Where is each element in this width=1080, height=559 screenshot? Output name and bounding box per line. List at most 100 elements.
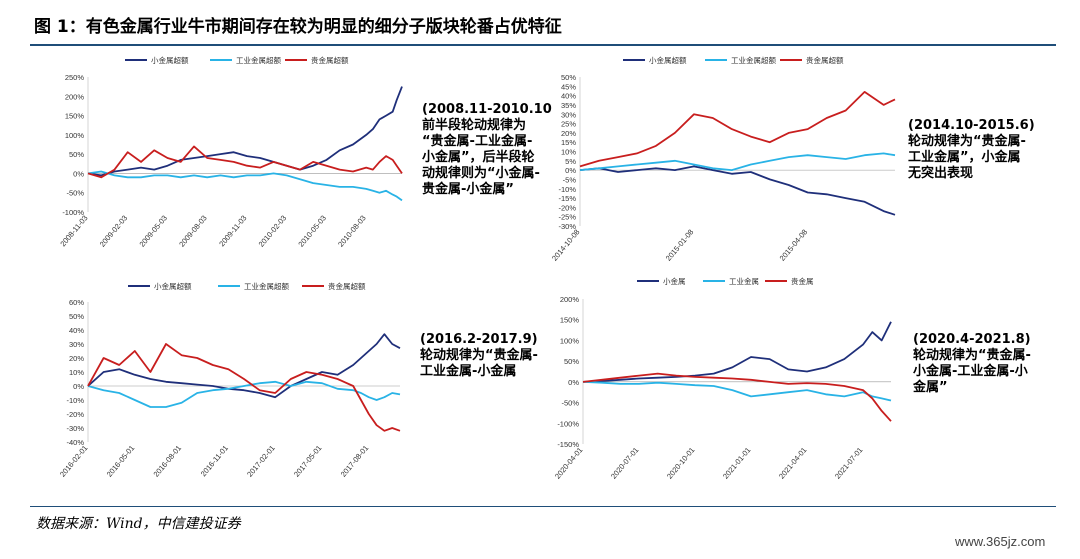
x-tick-label: 2010-05-03 bbox=[296, 214, 328, 249]
y-tick-label: 50% bbox=[69, 312, 84, 321]
y-tick-label: 200% bbox=[560, 295, 580, 304]
legend-label-1: 工业金属 bbox=[729, 276, 759, 286]
series-line-1 bbox=[87, 170, 403, 202]
legend-label-1: 工业金属超额 bbox=[731, 55, 776, 65]
y-tick-label: 40% bbox=[69, 326, 84, 335]
y-tick-label: -25% bbox=[558, 213, 576, 222]
chart-2016-2017: 小金属超额 工业金属超额 贵金属超额 -40% -30% -20% -10% 0% 10% 20%… bbox=[58, 281, 401, 479]
legend-label-1: 工业金属超额 bbox=[244, 281, 289, 291]
y-tick-label: -100% bbox=[62, 208, 84, 217]
y-tick-label: 100% bbox=[560, 336, 580, 345]
x-tick-label: 2009-02-03 bbox=[98, 214, 130, 249]
legend-label-0: 小金属 bbox=[663, 276, 686, 286]
legend-label-2: 贵金属 bbox=[791, 276, 814, 286]
x-tick-label: 2015-01-08 bbox=[664, 228, 696, 263]
x-tick-label: 2017-02-01 bbox=[245, 444, 277, 479]
y-tick-label: 20% bbox=[69, 354, 84, 363]
x-tick-label: 2015-04-08 bbox=[778, 228, 810, 263]
bottom-rule bbox=[30, 506, 1056, 507]
x-tick-label: 2020-04-01 bbox=[553, 446, 585, 481]
y-tick-label: 0% bbox=[73, 382, 84, 391]
y-tick-label: 50% bbox=[564, 357, 579, 366]
chart-2014-2015: 小金属超额 工业金属超额 贵金属超额 -30%-25%-20%-15%-10%-5%0… bbox=[550, 55, 896, 263]
x-tick-label: 2020-10-01 bbox=[665, 446, 697, 481]
annotation-2020-2021: (2020.4-2021.8) 轮动规律为“贵金属- 小金属-工业金属-小 金属… bbox=[913, 332, 1031, 395]
series-line-0 bbox=[582, 321, 892, 383]
x-tick-label: 2016-11-01 bbox=[199, 444, 230, 479]
y-tick-label: 150% bbox=[65, 112, 85, 121]
y-tick-label: 0% bbox=[568, 378, 579, 387]
data-source: 数据来源：Wind，中信建投证券 bbox=[36, 516, 241, 532]
x-tick-label: 2017-05-01 bbox=[292, 444, 324, 479]
x-tick-label: 2009-05-03 bbox=[137, 214, 169, 249]
y-tick-label: 35% bbox=[561, 101, 576, 110]
x-tick-label: 2014-10-08 bbox=[550, 228, 582, 263]
annotation-2008-2010: (2008.11-2010.10 前半段轮动规律为 “贵金属-工业金属- 小金属… bbox=[422, 102, 552, 197]
series-line-2 bbox=[87, 343, 401, 432]
y-tick-label: 100% bbox=[65, 131, 85, 140]
legend-label-2: 贵金属超额 bbox=[328, 281, 366, 291]
x-tick-label: 2017-08-01 bbox=[339, 444, 371, 479]
chart-2008-2010: 小金属超额 工业金属超额 贵金属超额 -100% -50% 0% 50% 100% 150% 20… bbox=[58, 55, 403, 249]
y-tick-label: 250% bbox=[65, 73, 85, 82]
y-tick-label: 50% bbox=[69, 150, 84, 159]
series-line-2 bbox=[579, 91, 896, 168]
y-tick-label: 45% bbox=[561, 82, 576, 91]
y-tick-label: 40% bbox=[561, 92, 576, 101]
x-tick-label: 2016-08-01 bbox=[152, 444, 184, 479]
y-tick-label: -20% bbox=[66, 410, 84, 419]
series-line-1 bbox=[582, 381, 892, 402]
y-tick-label: -30% bbox=[558, 222, 576, 231]
y-tick-label: 20% bbox=[561, 129, 576, 138]
y-tick-label: -10% bbox=[558, 185, 576, 194]
y-tick-label: -150% bbox=[557, 440, 579, 449]
legend-label-2: 贵金属超额 bbox=[806, 55, 844, 65]
y-tick-label: -100% bbox=[557, 419, 579, 428]
x-tick-label: 2008-11-03 bbox=[58, 214, 89, 249]
series-line-0 bbox=[579, 165, 896, 216]
chart-2020-2021: 小金属 工业金属 贵金属 -150% -100% -50% 0% 50% 100% 150% 200… bbox=[553, 276, 892, 481]
y-tick-label: -40% bbox=[66, 438, 84, 447]
x-tick-label: 2010-08-03 bbox=[336, 214, 368, 249]
y-tick-label: 150% bbox=[560, 316, 580, 325]
y-tick-label: -30% bbox=[66, 424, 84, 433]
series-line-2 bbox=[87, 145, 403, 179]
y-tick-label: 50% bbox=[561, 73, 576, 82]
y-tick-label: 15% bbox=[561, 138, 576, 147]
y-tick-label: -5% bbox=[563, 175, 577, 184]
y-tick-label: 5% bbox=[565, 157, 576, 166]
legend-label-0: 小金属超额 bbox=[151, 55, 189, 65]
x-tick-label: 2016-05-01 bbox=[105, 444, 137, 479]
y-tick-label: 30% bbox=[69, 340, 84, 349]
x-tick-label: 2021-07-01 bbox=[833, 446, 865, 481]
y-tick-label: 25% bbox=[561, 120, 576, 129]
x-tick-label: 2010-02-03 bbox=[257, 214, 289, 249]
figure-title: 图 1：有色金属行业牛市期间存在较为明显的细分子版块轮番占优特征 bbox=[34, 17, 562, 37]
y-tick-label: -15% bbox=[558, 194, 576, 203]
legend-label-2: 贵金属超额 bbox=[311, 55, 349, 65]
x-tick-label: 2009-08-03 bbox=[177, 214, 209, 249]
series-line-0 bbox=[87, 333, 401, 399]
x-tick-label: 2016-02-01 bbox=[58, 444, 90, 479]
legend-label-1: 工业金属超额 bbox=[236, 55, 281, 65]
legend-label-0: 小金属超额 bbox=[154, 281, 192, 291]
y-tick-label: -20% bbox=[558, 203, 576, 212]
x-tick-label: 2009-11-03 bbox=[217, 214, 248, 249]
top-rule bbox=[30, 44, 1056, 46]
y-tick-label: 10% bbox=[69, 368, 84, 377]
annotation-2016-2017: (2016.2-2017.9) 轮动规律为“贵金属- 工业金属-小金属 bbox=[420, 332, 538, 379]
y-tick-label: 30% bbox=[561, 110, 576, 119]
series-line-1 bbox=[579, 152, 896, 171]
watermark-text: www.365jz.com bbox=[955, 534, 1046, 549]
x-tick-label: 2021-04-01 bbox=[777, 446, 809, 481]
y-tick-label: 10% bbox=[561, 148, 576, 157]
series-line-0 bbox=[87, 86, 403, 177]
y-tick-label: 60% bbox=[69, 298, 84, 307]
x-tick-label: 2020-07-01 bbox=[609, 446, 641, 481]
y-tick-label: 200% bbox=[65, 92, 85, 101]
legend-label-0: 小金属超额 bbox=[649, 55, 687, 65]
series-line-1 bbox=[87, 380, 401, 408]
y-tick-label: -50% bbox=[66, 189, 84, 198]
annotation-2014-2015: (2014.10-2015.6) 轮动规律为“贵金属- 工业金属”，小金属 无突… bbox=[908, 118, 1035, 181]
y-tick-label: -10% bbox=[66, 396, 84, 405]
